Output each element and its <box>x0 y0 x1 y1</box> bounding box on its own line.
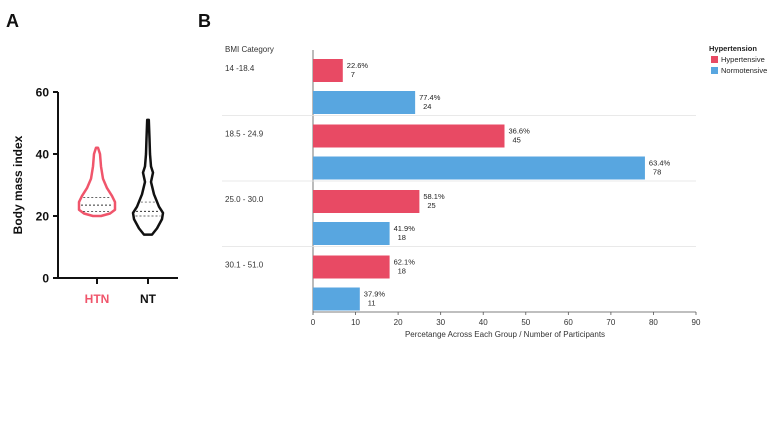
panel-a-letter: A <box>6 11 19 31</box>
bar-count-label: 7 <box>351 70 355 79</box>
bar-x-tick-label: 90 <box>692 318 701 327</box>
bar-count-label: 18 <box>398 267 406 276</box>
bmi-bar-chart: BMI Category 14 -18.4 18.5 - 24.9 25.0 - 3… <box>222 44 767 339</box>
violin-x-tick-label-nt: NT <box>140 292 157 306</box>
legend-label-hypertensive: Hypertensive <box>721 55 765 64</box>
panel-b-letter: B <box>198 11 211 31</box>
bar-x-tick-label: 60 <box>564 318 573 327</box>
bar-hypertensive-1 <box>313 124 505 148</box>
bar-x-tick-label: 0 <box>311 318 316 327</box>
bar-percent-label: 37.9% <box>364 290 386 299</box>
bar-normotensive-2 <box>313 222 390 245</box>
bar-legend: Hypertension Hypertensive Normotensive <box>709 44 767 75</box>
bar-x-tick-label: 30 <box>436 318 445 327</box>
violin-y-tick-label: 0 <box>42 272 49 286</box>
bar-category-label: 18.5 - 24.9 <box>225 130 264 139</box>
bar-x-tick-label: 20 <box>394 318 403 327</box>
violin-y-axis-label: Body mass index <box>11 135 25 234</box>
bar-x-tick-label: 70 <box>606 318 615 327</box>
violin-shape-htn <box>77 146 117 218</box>
bar-percent-label: 77.4% <box>419 93 441 102</box>
bar-percent-label: 63.4% <box>649 159 671 168</box>
legend-swatch-normotensive <box>711 67 718 74</box>
bar-x-tick-label: 10 <box>351 318 360 327</box>
violin-chart: Body mass index 0 20 40 60 HTN NT <box>11 86 178 306</box>
bar-percent-label: 62.1% <box>394 258 416 267</box>
bar-hypertensive-0 <box>313 59 343 82</box>
bar-count-label: 24 <box>423 102 431 111</box>
bar-x-tick-label: 40 <box>479 318 488 327</box>
violin-x-tick-label-htn: HTN <box>85 292 110 306</box>
legend-label-normotensive: Normotensive <box>721 66 767 75</box>
legend-title: Hypertension <box>709 44 757 53</box>
bar-percent-label: 22.6% <box>347 61 369 70</box>
bar-y-category-title: BMI Category <box>225 45 274 54</box>
bar-category-label: 14 -18.4 <box>225 64 255 73</box>
violin-shape-nt <box>131 118 165 236</box>
bar-percent-label: 58.1% <box>423 192 445 201</box>
violin-y-tick-label: 20 <box>36 210 50 224</box>
bar-percent-label: 41.9% <box>394 224 416 233</box>
bar-x-axis-label: Percetange Across Each Group / Number of… <box>405 330 605 339</box>
bar-percent-label: 36.6% <box>509 127 531 136</box>
violin-y-tick-label: 40 <box>36 148 50 162</box>
bar-x-tick-label: 50 <box>521 318 530 327</box>
bar-count-label: 18 <box>398 233 406 242</box>
bar-count-label: 25 <box>427 201 435 210</box>
bar-x-tick-label: 80 <box>649 318 658 327</box>
bar-count-label: 78 <box>653 168 661 177</box>
bar-normotensive-0 <box>313 91 416 114</box>
bar-normotensive-1 <box>313 156 645 180</box>
bar-category-label: 25.0 - 30.0 <box>225 195 264 204</box>
bar-category-label: 30.1 - 51.0 <box>225 261 264 270</box>
bar-normotensive-3 <box>313 287 360 311</box>
violin-y-tick-label: 60 <box>36 86 50 100</box>
bar-hypertensive-3 <box>313 255 390 279</box>
legend-swatch-hypertensive <box>711 56 718 63</box>
bar-hypertensive-2 <box>313 190 420 213</box>
bar-count-label: 11 <box>368 299 376 308</box>
bar-count-label: 45 <box>513 136 521 145</box>
